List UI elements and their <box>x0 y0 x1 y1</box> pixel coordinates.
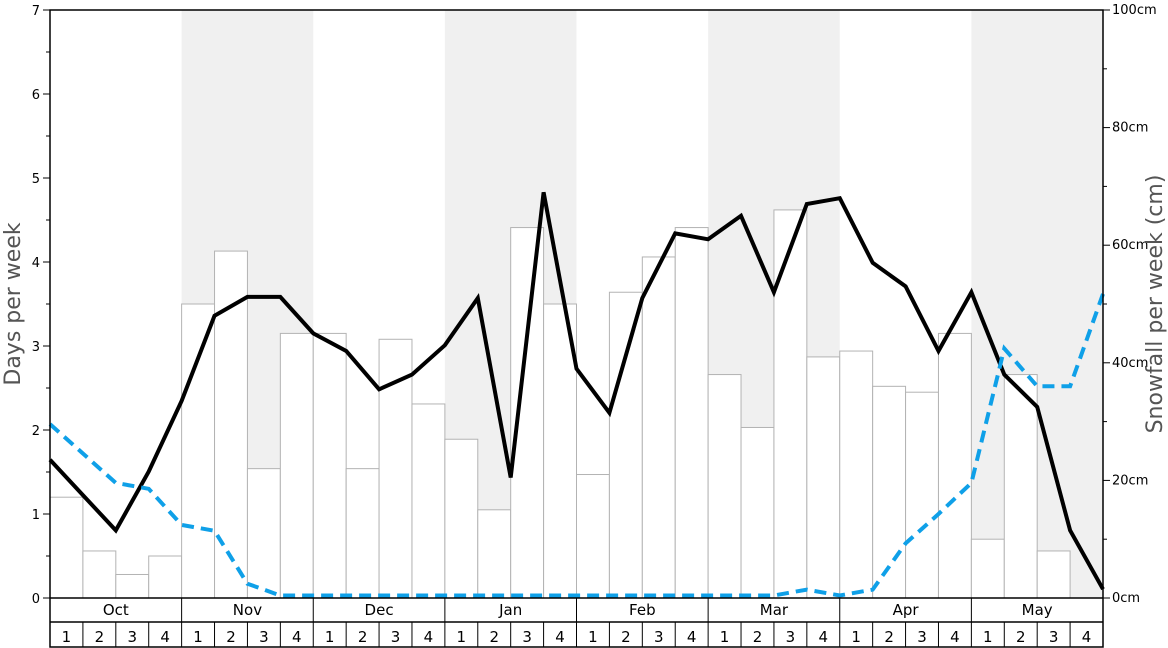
right-tick-label: 60cm <box>1112 238 1148 253</box>
bar <box>345 468 380 599</box>
left-axis: 0 1 2 3 4 5 6 7 <box>32 4 50 607</box>
week-label: 1 <box>457 628 467 646</box>
bar <box>707 374 742 599</box>
week-label: 1 <box>983 628 993 646</box>
week-label: 4 <box>687 628 697 646</box>
bar <box>444 438 479 599</box>
week-label: 3 <box>786 628 796 646</box>
bar <box>214 250 248 599</box>
week-label: 3 <box>654 628 664 646</box>
bar <box>641 256 676 599</box>
bar <box>970 538 1005 599</box>
week-label: 2 <box>621 628 631 646</box>
week-label: 3 <box>391 628 401 646</box>
week-label: 4 <box>424 628 434 646</box>
bar <box>510 227 545 599</box>
month-label: Jan <box>498 601 522 619</box>
bar <box>115 573 150 599</box>
week-label: 4 <box>1082 628 1092 646</box>
week-label: 2 <box>884 628 894 646</box>
right-tick-label: 20cm <box>1112 473 1148 488</box>
days-line <box>48 191 1105 591</box>
right-tick-label: 0cm <box>1112 591 1140 606</box>
week-label: 4 <box>555 628 565 646</box>
bar <box>674 227 709 599</box>
right-axis: 0cm 20cm 40cm 60cm 80cm 100cm <box>1103 3 1157 606</box>
bar <box>49 496 84 599</box>
week-label: 1 <box>588 628 598 646</box>
lines <box>48 191 1105 598</box>
bar <box>411 403 446 599</box>
week-label: 4 <box>292 628 302 646</box>
week-label: 2 <box>95 628 105 646</box>
week-label: 4 <box>950 628 960 646</box>
y-axis-left-title: Days per week <box>1 222 26 385</box>
week-label: 1 <box>62 628 72 646</box>
right-tick-label: 100cm <box>1112 3 1157 18</box>
week-row: 1 2 3 4 1 2 3 4 1 2 3 4 1 2 3 4 1 2 3 4 1 2 3 4 1 2 3 4 1 2 3 4 <box>62 622 1092 647</box>
week-label: 4 <box>819 628 829 646</box>
month-label: Nov <box>233 601 262 619</box>
month-row: Oct Nov Dec Jan Feb Mar Apr May <box>103 598 1053 622</box>
snow-line <box>48 293 1105 598</box>
month-label: May <box>1022 601 1053 619</box>
week-label: 1 <box>193 628 203 646</box>
bar <box>576 474 610 599</box>
left-tick-label: 6 <box>32 88 40 103</box>
left-tick-label: 4 <box>32 256 40 271</box>
right-tick-label: 80cm <box>1112 121 1148 136</box>
week-label: 1 <box>325 628 335 646</box>
week-label: 2 <box>489 628 499 646</box>
left-tick-label: 2 <box>32 424 40 439</box>
bar <box>773 209 808 599</box>
week-label: 2 <box>1016 628 1026 646</box>
week-label: 2 <box>753 628 763 646</box>
bar <box>740 426 775 599</box>
week-label: 3 <box>917 628 927 646</box>
bar <box>312 332 347 599</box>
month-label: Mar <box>760 601 789 619</box>
bar <box>148 555 183 599</box>
bar <box>608 291 643 599</box>
bar <box>181 303 216 599</box>
week-label: 3 <box>127 628 137 646</box>
month-label: Oct <box>103 601 129 619</box>
week-label: 3 <box>259 628 269 646</box>
week-label: 1 <box>720 628 730 646</box>
bar <box>806 356 841 599</box>
left-tick-label: 3 <box>32 340 40 355</box>
left-tick-label: 7 <box>32 4 40 19</box>
left-tick-label: 0 <box>32 592 40 607</box>
bar <box>543 303 577 599</box>
left-tick-label: 5 <box>32 172 40 187</box>
week-label: 1 <box>851 628 861 646</box>
y-axis-right-title: Snowfall per week (cm) <box>1143 175 1168 434</box>
week-label: 4 <box>160 628 170 646</box>
month-label: Dec <box>365 601 394 619</box>
bar <box>1036 550 1071 599</box>
bar <box>82 550 117 599</box>
week-label: 3 <box>522 628 532 646</box>
month-label: Feb <box>629 601 656 619</box>
bar <box>477 509 512 599</box>
right-tick-label: 40cm <box>1112 356 1148 371</box>
week-label: 2 <box>358 628 368 646</box>
bars <box>49 209 1071 599</box>
left-tick-label: 1 <box>32 508 40 523</box>
bar <box>246 468 281 599</box>
month-label: Apr <box>893 601 920 619</box>
week-label: 3 <box>1049 628 1059 646</box>
bar <box>937 332 972 599</box>
bar <box>1003 374 1038 599</box>
bar <box>905 391 939 599</box>
bar <box>279 332 314 599</box>
week-label: 2 <box>226 628 236 646</box>
bar <box>839 350 874 599</box>
